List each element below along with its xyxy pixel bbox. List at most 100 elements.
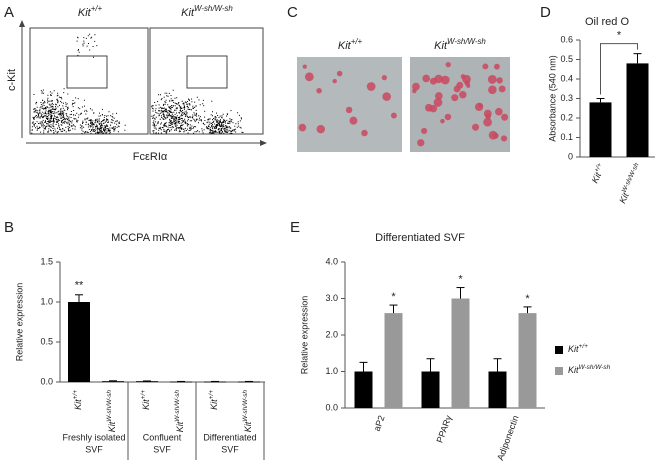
bar (204, 381, 226, 383)
lipid-droplet (366, 82, 376, 91)
micrograph-panel (297, 57, 510, 152)
group-label: SVF (221, 444, 239, 454)
lipid-droplet (495, 107, 503, 116)
bar (238, 381, 260, 383)
gate (186, 55, 228, 89)
label-base: Kit (434, 40, 448, 52)
y-axis-label: Absorbance (540 nm) (547, 55, 557, 142)
lipid-droplet (298, 123, 307, 132)
lipid-droplet (429, 104, 438, 113)
lipid-droplet (453, 85, 461, 93)
y-tick-label: 0.1 (560, 132, 573, 142)
x-tick-label: Adiponectin (495, 414, 520, 462)
y-tick-label: 0 (568, 151, 573, 161)
group-label: Freshly isolated (62, 432, 125, 442)
label-base: Kit (107, 421, 117, 432)
lipid-droplet (434, 74, 443, 84)
label-base: Kit (568, 365, 579, 375)
bar (626, 63, 649, 157)
label-sup: W-sh/W-sh (447, 37, 486, 46)
y-tick-label: 1.5 (40, 256, 53, 266)
lipid-droplet (316, 124, 325, 134)
label-base: Kit (175, 421, 185, 432)
chart-title: MCCPA mRNA (111, 232, 185, 244)
label-base: Kit (568, 344, 579, 354)
label-sup: +/+ (593, 162, 603, 174)
label-base: Kit (209, 399, 219, 410)
lipid-droplet (349, 116, 358, 125)
legend-label: Kit+/+ (568, 343, 588, 354)
lipid-droplet (501, 113, 509, 121)
annotation: * (458, 273, 463, 285)
y-tick-label: 1.0 (40, 296, 53, 306)
lipid-droplet (472, 123, 480, 131)
y-tick-label: 4.0 (325, 256, 338, 266)
panel-letter: D (540, 4, 551, 21)
x-tick-label: KitW-sh/W-sh (174, 390, 185, 433)
lipid-droplet (382, 92, 391, 101)
bar (136, 381, 158, 382)
y-tick-label: 0.3 (560, 93, 573, 103)
label-sup: W-sh/W-sh (621, 162, 641, 194)
y-tick-label: 0.0 (325, 402, 338, 412)
y-tick-label: 0.5 (40, 336, 53, 346)
arrow-head (260, 140, 267, 146)
lipid-droplet (440, 118, 445, 124)
group-label: SVF (153, 444, 171, 454)
lipid-droplet (474, 102, 484, 112)
annotation: * (391, 291, 396, 303)
label-sup: W-sh/W-sh (242, 390, 249, 422)
label-sup: W-sh/W-sh (174, 390, 181, 422)
error-bar (523, 306, 532, 314)
error-bar (359, 361, 368, 372)
error-bar (456, 287, 465, 299)
legend-swatch (555, 367, 563, 375)
lipid-droplet (316, 87, 322, 94)
legend-swatch (555, 346, 563, 354)
label-base: Kit (73, 399, 83, 410)
bar (102, 381, 124, 382)
label-sup: W-sh/W-sh (579, 364, 611, 371)
x-tick-label: PPARγ (435, 414, 454, 445)
lipid-droplet (493, 63, 500, 70)
lipid-droplet (488, 130, 498, 140)
bar (421, 371, 440, 408)
legend-label: KitW-sh/W-sh (568, 364, 611, 375)
group-label: Differentiated (203, 432, 256, 442)
lipid-droplet (422, 74, 431, 83)
lipid-droplet (466, 83, 471, 88)
error-bar (75, 294, 83, 302)
y-tick-label: 0.5 (560, 54, 573, 64)
x-tick-label: KitW-sh/W-sh (242, 390, 253, 433)
x-axis-label: FcεRIα (133, 151, 168, 163)
lipid-droplet (440, 75, 450, 85)
micrograph (297, 57, 402, 152)
label-base: Kit (590, 171, 604, 185)
chart-title: Differentiated SVF (375, 232, 465, 244)
lipid-droplet (345, 106, 353, 114)
lipid-droplet (498, 85, 506, 93)
lipid-droplet (336, 70, 343, 77)
plot-frame (29, 27, 149, 135)
x-tick-label: Kit+/+ (140, 390, 151, 410)
annotation: ** (75, 280, 84, 292)
lipid-droplet (302, 64, 307, 69)
bar (354, 371, 373, 408)
bar (170, 381, 192, 383)
plot-frame (149, 27, 264, 135)
y-tick-label: 0.0 (40, 376, 53, 386)
y-axis-label: Relative expression (14, 283, 24, 362)
x-tick-label: aP2 (372, 414, 387, 432)
y-tick-label: 2.0 (325, 329, 338, 339)
chart-title: Oil red O (585, 16, 629, 28)
label-base: Kit (618, 191, 632, 205)
lipid-droplet (444, 113, 452, 121)
lipid-droplet (460, 74, 466, 79)
lipid-droplet (496, 77, 503, 84)
lipid-droplet (459, 91, 467, 99)
plot-title: Kit+/+ (78, 4, 103, 19)
y-tick-label: 1.0 (325, 366, 338, 376)
x-tick-label: Kit+/+ (589, 162, 608, 185)
y-tick-label: 0.4 (560, 73, 573, 83)
